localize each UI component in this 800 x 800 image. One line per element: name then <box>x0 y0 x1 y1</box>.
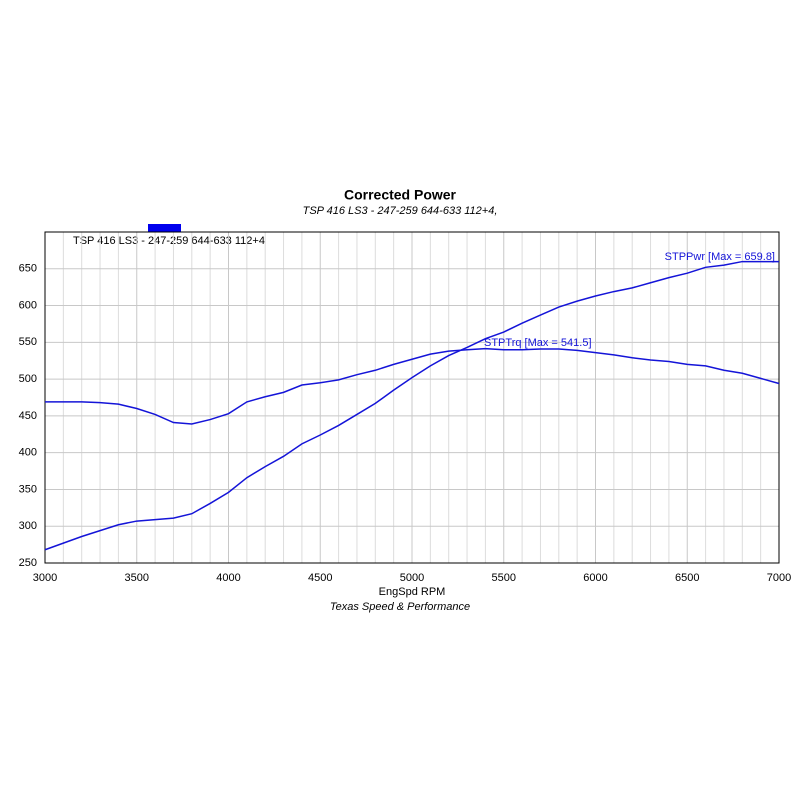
legend-label: TSP 416 LS3 - 247-259 644-633 112+4 <box>73 235 265 247</box>
y-tick-label: 300 <box>19 520 37 532</box>
y-tick-label: 450 <box>19 410 37 422</box>
annotation: STPPwr [Max = 659.8] <box>665 251 775 263</box>
x-tick-label: 4500 <box>308 572 332 584</box>
y-tick-label: 350 <box>19 483 37 495</box>
y-tick-label: 500 <box>19 373 37 385</box>
plot-frame <box>44 231 780 564</box>
x-tick-label: 3000 <box>33 572 57 584</box>
y-tick-label: 250 <box>19 557 37 569</box>
x-tick-label: 6000 <box>583 572 607 584</box>
y-tick-label: 650 <box>19 263 37 275</box>
chart-subtitle: TSP 416 LS3 - 247-259 644-633 112+4, <box>303 205 498 217</box>
x-tick-label: 7000 <box>767 572 791 584</box>
chart-title: Corrected Power <box>344 187 457 203</box>
legend-swatch <box>148 224 181 232</box>
x-tick-label: 4000 <box>216 572 240 584</box>
y-tick-label: 400 <box>19 447 37 459</box>
x-tick-label: 3500 <box>125 572 149 584</box>
x-tick-label: 5000 <box>400 572 424 584</box>
series-line <box>44 260 779 551</box>
y-tick-label: 600 <box>19 299 37 311</box>
x-tick-label: 5500 <box>492 572 516 584</box>
footer: Texas Speed & Performance <box>330 601 470 613</box>
series-line <box>45 347 780 425</box>
x-tick-label: 6500 <box>675 572 699 584</box>
x-axis-label: EngSpd RPM <box>379 586 446 598</box>
annotation: STPTrq [Max = 541.5] <box>484 337 592 349</box>
y-tick-label: 550 <box>19 336 37 348</box>
